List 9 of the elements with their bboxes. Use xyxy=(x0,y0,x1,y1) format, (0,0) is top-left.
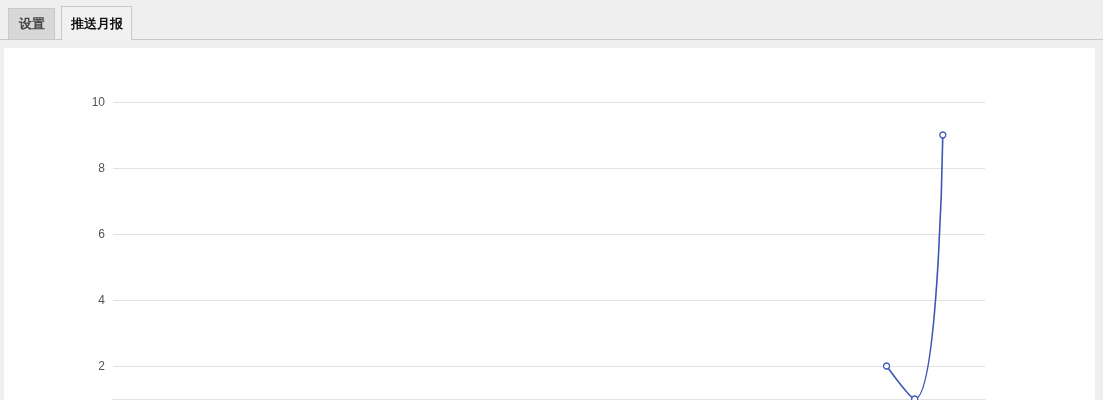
y-tick-label: 4 xyxy=(98,293,106,307)
y-tick-label: 2 xyxy=(98,359,106,373)
tab[interactable]: 设置 xyxy=(8,8,55,40)
tab[interactable]: 推送月报 xyxy=(61,6,132,41)
point xyxy=(882,362,891,370)
point xyxy=(939,131,947,139)
y-tick-label: 6 xyxy=(98,227,106,241)
y-tick-label: 8 xyxy=(98,161,106,175)
y-tick-label: 10 xyxy=(91,95,106,109)
